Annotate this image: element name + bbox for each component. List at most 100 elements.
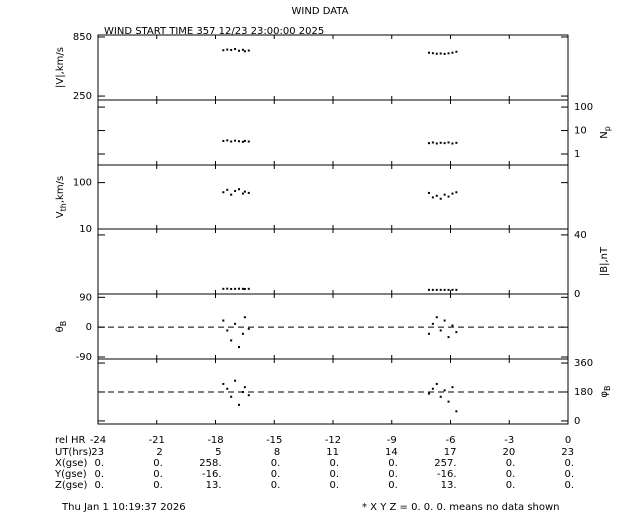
data-point <box>435 288 438 291</box>
data-point <box>234 379 237 382</box>
table-cell: 0. <box>329 469 339 480</box>
panel-frame <box>97 34 569 101</box>
data-point <box>241 192 244 195</box>
table-cell: 0. <box>506 469 516 480</box>
table-cell: 0. <box>564 480 574 491</box>
data-point <box>243 139 246 142</box>
data-point <box>247 394 250 397</box>
data-point <box>243 386 246 389</box>
data-point <box>451 51 454 54</box>
table-cell: 17 <box>444 447 457 458</box>
data-point <box>455 191 458 194</box>
data-point <box>226 139 229 142</box>
data-point <box>238 287 240 290</box>
data-point <box>447 336 450 339</box>
table-cell: 23 <box>91 447 104 458</box>
data-point <box>234 189 237 192</box>
data-point <box>243 287 246 290</box>
x-tick-label: -18 <box>207 435 223 446</box>
data-point <box>238 49 240 52</box>
data-point <box>222 287 225 290</box>
data-point <box>435 382 438 385</box>
data-point <box>443 52 446 55</box>
data-point <box>230 395 233 398</box>
data-point <box>238 346 240 349</box>
y-tick-label: 0 <box>574 416 580 427</box>
data-point <box>222 139 225 142</box>
data-point <box>247 327 250 330</box>
table-cell: 0. <box>153 458 163 469</box>
data-point <box>451 142 454 145</box>
table-cell: 0. <box>271 480 281 491</box>
table-cell: 5 <box>215 447 221 458</box>
y-tick-label: 90 <box>79 292 92 303</box>
data-point <box>451 288 454 291</box>
data-point <box>431 288 434 291</box>
data-point <box>427 191 430 194</box>
data-point <box>443 319 446 322</box>
data-point <box>439 197 442 200</box>
data-point <box>447 141 450 144</box>
y-label-main: φ <box>599 391 610 398</box>
table-cell: 13. <box>206 480 222 491</box>
data-point <box>226 48 229 51</box>
data-point <box>443 389 446 392</box>
data-point <box>247 140 250 143</box>
x-tick-label: -15 <box>266 435 282 446</box>
y-tick-label: 180 <box>574 387 593 398</box>
data-point <box>247 287 250 290</box>
y-label-main: θ <box>55 326 66 332</box>
data-point <box>435 52 438 55</box>
y-tick-label: 850 <box>73 32 92 43</box>
data-point <box>435 194 438 197</box>
y-label-main: |V|,km/s <box>55 47 66 88</box>
data-point <box>241 287 244 290</box>
x-tick-label: 0 <box>565 435 571 446</box>
data-point <box>234 139 237 142</box>
y-axis-label: Np <box>599 126 612 139</box>
table-cell: 14 <box>385 447 398 458</box>
data-point <box>222 382 225 385</box>
data-point <box>241 48 244 51</box>
y-axis-label: Vth,km/s <box>55 176 68 218</box>
timestamp: Thu Jan 1 10:19:37 2026 <box>61 502 186 512</box>
table-cell: 0. <box>506 458 516 469</box>
data-point <box>427 288 430 291</box>
x-tick-label: -3 <box>504 435 514 446</box>
y-label-main: V <box>55 211 66 218</box>
data-point <box>451 192 454 195</box>
table-cell: 0. <box>388 469 398 480</box>
data-point <box>222 49 225 52</box>
table-cell: 0. <box>329 480 339 491</box>
table-cell: 11 <box>326 447 339 458</box>
table-cell: 2 <box>156 447 162 458</box>
table-cell: 0. <box>506 480 516 491</box>
table-cell: 20 <box>503 447 516 458</box>
data-point <box>222 319 225 322</box>
y-tick-label: 100 <box>73 178 92 189</box>
table-cell: 0. <box>564 469 574 480</box>
y-tick-label: 40 <box>574 230 587 241</box>
data-point <box>439 141 442 144</box>
y-tick-label: 10 <box>574 126 587 137</box>
y-label-sub: p <box>603 126 612 131</box>
y-axis-label: φB <box>599 385 612 397</box>
data-point <box>447 52 450 55</box>
data-point <box>455 331 458 334</box>
y-tick-label: 1 <box>574 149 580 160</box>
data-point <box>439 395 442 398</box>
panel-frame <box>97 293 569 360</box>
table-cell: -16. <box>202 469 222 480</box>
y-label-main: N <box>599 131 610 138</box>
row-label: X(gse) <box>55 458 87 469</box>
y-label-tail: ,km/s <box>55 176 66 203</box>
y-tick-label: -90 <box>76 352 92 363</box>
y-label-sub: th <box>59 203 68 211</box>
row-label: UT(hrs) <box>55 447 92 458</box>
data-point <box>439 329 442 332</box>
y-tick-label: 10 <box>79 224 92 235</box>
y-tick-label: 100 <box>574 102 593 113</box>
data-point <box>427 142 430 145</box>
data-point <box>427 51 430 54</box>
